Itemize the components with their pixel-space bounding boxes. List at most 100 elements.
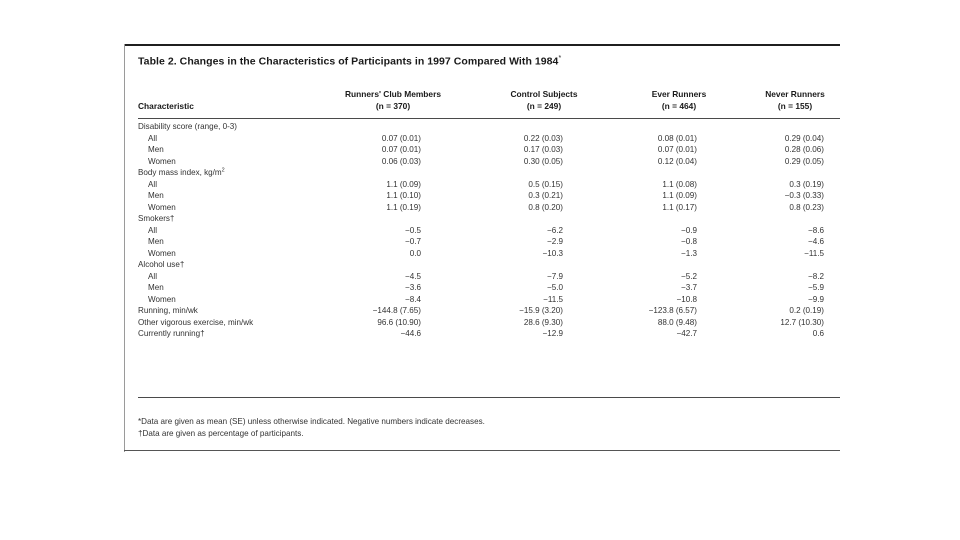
cell: 1.1 (0.10) — [386, 191, 421, 200]
row-label: All — [148, 225, 157, 235]
table-title-text: Table 2. Changes in the Characteristics … — [138, 55, 559, 68]
column-header-ever-runners: Ever Runners (n = 464) — [629, 89, 729, 112]
row-label: All — [148, 179, 157, 189]
cell: −0.5 — [405, 225, 421, 235]
cell: 0.3 (0.21) — [528, 191, 563, 200]
table-figure: Table 2. Changes in the Characteristics … — [124, 44, 840, 452]
footnotes: *Data are given as mean (SE) unless othe… — [138, 416, 485, 439]
table-row: All 0.07 (0.01) 0.22 (0.03) 0.08 (0.01) 0.29… — [124, 134, 840, 146]
column-n: (n = 464) — [661, 100, 697, 111]
bmi-superscript: 2 — [221, 167, 225, 174]
cell: −0.7 — [405, 237, 421, 246]
cell: 0.07 (0.01) — [381, 145, 421, 154]
cell: 0.0 — [409, 248, 421, 258]
cell: 0.8 (0.20) — [528, 202, 563, 212]
cell: −3.7 — [681, 283, 697, 292]
left-rule — [124, 44, 125, 452]
table-row: Body mass index, kg/m2 — [124, 168, 840, 180]
table-row: Alcohol use† — [124, 260, 840, 272]
table-row: Men −3.6 −5.0 −3.7 −5.9 — [124, 283, 840, 295]
row-label: Other vigorous exercise, min/wk — [138, 317, 254, 327]
row-label: Body mass index, kg/m2 — [138, 168, 225, 177]
column-name: Ever Runners — [651, 89, 707, 99]
table-row: Disability score (range, 0-3) — [124, 122, 840, 134]
table-row: Currently running† −44.6 −12.9 −42.7 0.6 — [124, 329, 840, 341]
row-header: Characteristic — [138, 101, 194, 111]
cell: 12.7 (10.30) — [780, 317, 824, 327]
cell: 0.07 (0.01) — [381, 133, 421, 143]
table-row: Women 0.0 −10.3 −1.3 −11.5 — [124, 249, 840, 261]
cell: 0.06 (0.03) — [381, 156, 421, 166]
cell: −123.8 (6.57) — [648, 306, 697, 315]
cell: −44.6 — [400, 329, 421, 338]
cell: 1.1 (0.17) — [662, 202, 697, 212]
cell: 0.5 (0.15) — [528, 179, 563, 189]
cell: −3.6 — [405, 283, 421, 292]
row-label: Women — [148, 202, 176, 212]
column-header-control-subjects: Control Subjects (n = 249) — [485, 89, 603, 112]
cell: −8.2 — [808, 271, 824, 281]
table-row: Women 0.06 (0.03) 0.30 (0.05) 0.12 (0.04) 0.… — [124, 157, 840, 169]
table-title: Table 2. Changes in the Characteristics … — [138, 55, 561, 68]
row-label: Women — [148, 294, 176, 304]
cell: −12.9 — [542, 329, 563, 338]
cell: −11.5 — [543, 294, 563, 304]
cell: 0.29 (0.04) — [784, 133, 824, 143]
table-row: Smokers† — [124, 214, 840, 226]
table-row: All −4.5 −7.9 −5.2 −8.2 — [124, 272, 840, 284]
cell: 0.6 — [812, 329, 824, 338]
cell: 0.07 (0.01) — [657, 145, 697, 154]
row-label: Smokers† — [138, 214, 175, 223]
cell: 28.6 (9.30) — [523, 317, 563, 327]
cell: −144.8 (7.65) — [372, 306, 421, 315]
row-label: All — [148, 271, 157, 281]
row-label: Men — [148, 191, 164, 200]
table-row: Men −0.7 −2.9 −0.8 −4.6 — [124, 237, 840, 249]
cell: −9.9 — [808, 294, 824, 304]
column-header-never-runners: Never Runners (n = 155) — [750, 89, 840, 112]
table-row: All −0.5 −6.2 −0.9 −8.6 — [124, 226, 840, 238]
cell: 96.6 (10.90) — [377, 317, 421, 327]
cell: 0.17 (0.03) — [523, 145, 563, 154]
cell: −0.8 — [681, 237, 697, 246]
cell: 0.08 (0.01) — [657, 133, 697, 143]
cell: −10.3 — [542, 248, 563, 258]
table-row: Other vigorous exercise, min/wk 96.6 (10.… — [124, 318, 840, 330]
column-name: Never Runners — [765, 89, 825, 99]
column-name: Runners' Club Members — [345, 89, 441, 99]
cell: −8.4 — [405, 294, 421, 304]
cell: 0.8 (0.23) — [789, 202, 824, 212]
column-n: (n = 370) — [375, 100, 411, 111]
column-name: Control Subjects — [510, 89, 578, 99]
row-label: Women — [148, 156, 176, 166]
cell: −1.3 — [681, 248, 697, 258]
cell: 0.2 (0.19) — [789, 306, 824, 315]
table-title-mark: * — [558, 55, 562, 62]
row-label: Men — [148, 145, 164, 154]
table-row: Running, min/wk −144.8 (7.65) −15.9 (3.20)… — [124, 306, 840, 318]
cell: −10.8 — [676, 294, 697, 304]
cell: −6.2 — [547, 225, 563, 235]
bottom-rule — [124, 450, 840, 451]
cell: 1.1 (0.19) — [386, 202, 421, 212]
column-n: (n = 155) — [777, 100, 813, 111]
row-label-text: Body mass index, kg/m — [138, 168, 222, 177]
row-label: Currently running† — [138, 329, 205, 338]
top-rule — [124, 44, 840, 46]
row-label: Running, min/wk — [138, 306, 198, 315]
cell: 0.30 (0.05) — [523, 156, 563, 166]
table-row: Men 1.1 (0.10) 0.3 (0.21) 1.1 (0.09) −0.3 (0… — [124, 191, 840, 203]
cell: 1.1 (0.09) — [662, 191, 697, 200]
cell: −0.9 — [681, 225, 697, 235]
cell: −15.9 (3.20) — [519, 306, 563, 315]
cell: −42.7 — [676, 329, 697, 338]
cell: 1.1 (0.09) — [386, 179, 421, 189]
cell: 0.29 (0.05) — [784, 156, 824, 166]
cell: −7.9 — [547, 271, 563, 281]
footnote: †Data are given as percentage of partici… — [138, 428, 304, 438]
header-rule — [138, 118, 840, 119]
column-header-runners-club: Runners' Club Members (n = 370) — [329, 89, 457, 112]
cell: 0.28 (0.06) — [784, 145, 824, 154]
table-body: Disability score (range, 0-3) All 0.07 (0… — [124, 122, 840, 341]
cell: 0.12 (0.04) — [657, 156, 697, 166]
